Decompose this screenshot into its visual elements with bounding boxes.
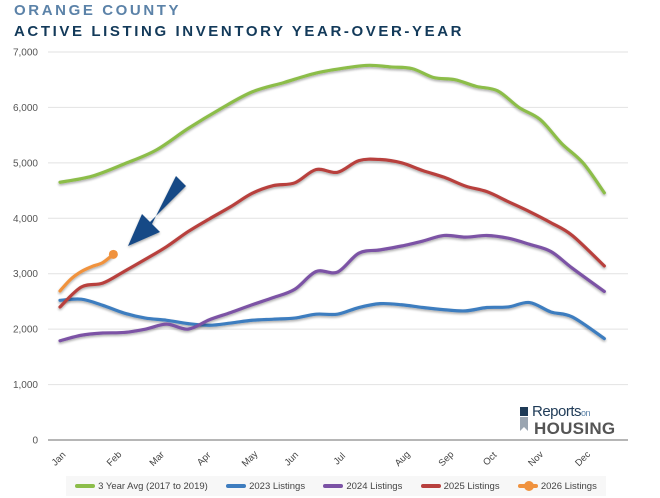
annotation-arrow xyxy=(128,176,186,246)
x-tick-label: Nov xyxy=(526,449,546,469)
legend-label: 2026 Listings xyxy=(540,480,597,492)
x-tick-label: Apr xyxy=(195,450,213,468)
y-axis-ticks: 0 1,000 2,000 3,000 4,000 5,000 6,000 7,000 xyxy=(13,48,38,447)
legend-swatch xyxy=(323,484,344,488)
y-tick-label: 7,000 xyxy=(13,48,38,59)
legend-swatch xyxy=(420,484,441,488)
logo-mark-icon xyxy=(520,407,528,431)
x-tick-label: May xyxy=(240,449,261,470)
x-tick-label: Aug xyxy=(393,449,413,469)
legend-label: 2023 Listings xyxy=(249,480,306,492)
logo-text-on: on xyxy=(581,408,591,418)
chart-legend: 3 Year Avg (2017 to 2019) 2023 Listings 20… xyxy=(66,476,606,496)
x-tick-label: Jan xyxy=(50,450,69,469)
series-line-3-year-avg-2017-to-2019 xyxy=(58,63,606,195)
legend-swatch xyxy=(226,484,247,488)
logo-text-housing: HOUSING xyxy=(534,419,616,438)
x-tick-label: Oct xyxy=(481,450,499,468)
y-tick-label: 2,000 xyxy=(13,325,38,336)
series-line-2023-listings xyxy=(58,297,606,341)
legend-label: 3 Year Avg (2017 to 2019) xyxy=(98,480,208,492)
logo-text-reports: Reports xyxy=(532,403,582,420)
series-lines xyxy=(58,63,606,343)
legend-item: 2024 Listings xyxy=(323,481,402,492)
series-line-2026-listings xyxy=(58,252,115,293)
y-tick-label: 6,000 xyxy=(13,103,38,114)
y-tick-label: 3,000 xyxy=(13,269,38,280)
x-tick-label: Jun xyxy=(282,450,301,469)
y-tick-label: 4,000 xyxy=(13,214,38,225)
legend-swatch xyxy=(517,481,538,491)
x-axis-ticks: Jan Feb Mar Apr May Jun Jul Aug Sep Oct Nov Dec xyxy=(50,449,593,470)
x-tick-label: Dec xyxy=(573,449,593,469)
y-tick-label: 1,000 xyxy=(13,380,38,391)
x-tick-label: Sep xyxy=(437,449,457,469)
legend-item: 2023 Listings xyxy=(226,481,305,492)
x-tick-label: Mar xyxy=(148,449,167,468)
x-tick-label: Jul xyxy=(332,451,348,467)
legend-item: 3 Year Avg (2017 to 2019) xyxy=(75,481,208,492)
legend-item: 2026 Listings xyxy=(517,480,597,492)
legend-label: 2025 Listings xyxy=(443,480,500,492)
region-title: ORANGE COUNTY xyxy=(14,2,182,19)
series-line-2024-listings xyxy=(58,233,606,343)
y-tick-label: 0 xyxy=(32,436,38,447)
legend-item: 2025 Listings xyxy=(420,480,500,492)
legend-label: 2024 Listings xyxy=(346,480,403,492)
chart-title: ACTIVE LISTING INVENTORY YEAR-OVER-YEAR xyxy=(14,23,465,40)
arrow-icon xyxy=(128,176,186,246)
legend-marker xyxy=(523,481,534,491)
reports-on-housing-logo: Reportson HOUSING xyxy=(518,403,628,443)
y-tick-label: 5,000 xyxy=(13,158,38,169)
x-tick-label: Feb xyxy=(105,449,124,468)
series-line-2025-listings xyxy=(58,157,606,309)
legend-swatch xyxy=(75,484,96,488)
data-point-marker xyxy=(108,249,118,259)
